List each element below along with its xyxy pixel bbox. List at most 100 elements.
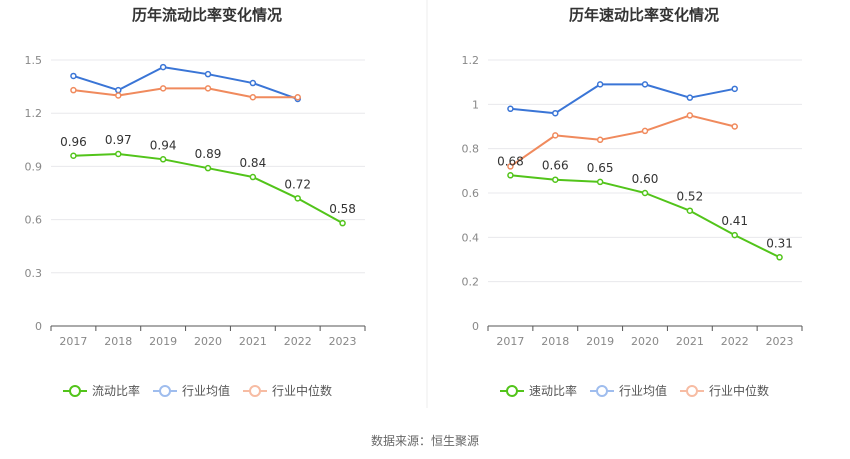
y-tick-label: 1.2 [462, 54, 480, 67]
data-point [731, 123, 738, 130]
data-label: 0.97 [105, 133, 132, 147]
legend-item[interactable]: 流动比率 [63, 383, 140, 398]
data-label: 0.52 [676, 190, 703, 204]
x-tick-label: 2018 [541, 335, 569, 348]
data-point [339, 219, 346, 227]
y-tick-label: 0.2 [462, 276, 480, 289]
legend-item[interactable]: 行业均值 [153, 383, 230, 398]
data-point [552, 109, 559, 117]
data-point [596, 178, 604, 186]
data-point [204, 164, 212, 172]
y-tick-label: 0.8 [462, 143, 480, 156]
data-point [249, 173, 257, 181]
data-point [507, 172, 514, 179]
data-point [507, 105, 514, 113]
x-tick-label: 2021 [239, 335, 267, 348]
data-point [507, 163, 514, 170]
data-point [70, 72, 77, 80]
data-source-note: 数据来源：恒生聚源 [370, 434, 479, 448]
y-tick-label: 1.5 [25, 54, 43, 67]
data-point [731, 85, 738, 93]
x-tick-label: 2021 [676, 335, 704, 348]
legend-marker-icon [596, 385, 608, 397]
legend-item[interactable]: 行业均值 [590, 383, 667, 398]
y-tick-label: 0.9 [25, 160, 43, 173]
x-tick-label: 2020 [631, 335, 659, 348]
x-tick-label: 2017 [496, 335, 524, 348]
data-point [641, 189, 649, 197]
y-tick-label: 0.6 [462, 187, 480, 200]
y-tick-label: 0.4 [462, 231, 480, 244]
x-tick-label: 2022 [284, 335, 312, 348]
legend-marker-icon [506, 385, 518, 397]
data-point [552, 132, 559, 139]
x-tick-label: 2017 [59, 335, 87, 348]
chart-title: 历年速动比率变化情况 [569, 6, 719, 24]
y-tick-label: 0.3 [25, 267, 43, 280]
data-label: 0.31 [766, 236, 793, 250]
data-point [552, 176, 559, 183]
data-label: 0.65 [587, 161, 614, 175]
data-point [294, 93, 301, 101]
series-line-industry-median [73, 87, 298, 99]
data-point [159, 156, 167, 163]
y-tick-label: 1.2 [25, 107, 43, 120]
y-tick-label: 0 [35, 320, 42, 333]
legend-label: 行业均值 [182, 383, 230, 398]
data-label: 0.58 [329, 202, 356, 216]
legend-marker-icon [69, 385, 81, 397]
x-tick-label: 2022 [721, 335, 749, 348]
data-point [249, 79, 257, 87]
data-point [294, 195, 301, 202]
x-tick-label: 2019 [586, 335, 614, 348]
data-label: 0.72 [284, 177, 311, 191]
x-tick-label: 2019 [149, 335, 177, 348]
data-label: 0.89 [195, 147, 222, 161]
data-label: 0.41 [721, 214, 748, 228]
data-point [204, 85, 212, 92]
data-point [159, 85, 167, 92]
x-tick-label: 2023 [766, 335, 794, 348]
data-label: 0.68 [497, 154, 524, 168]
data-label: 0.96 [60, 135, 87, 149]
legend-marker-icon [159, 385, 171, 397]
data-point [70, 152, 77, 160]
data-point [115, 150, 122, 158]
y-tick-label: 0 [472, 320, 479, 333]
data-label: 0.84 [239, 156, 266, 170]
data-point [731, 231, 738, 239]
data-point [159, 63, 167, 71]
legend-label: 流动比率 [92, 383, 140, 398]
legend-item[interactable]: 行业中位数 [680, 383, 769, 398]
legend-label: 行业中位数 [709, 383, 769, 398]
chart-panel-2: 历年速动比率变化情况 0 0.2 0.4 0.6 0.8 1 1.2 2017 2018 2019 2… [462, 6, 803, 398]
data-point [776, 254, 783, 261]
legend-marker-icon [686, 385, 698, 397]
data-point [204, 70, 212, 78]
legend-label: 行业均值 [619, 383, 667, 398]
data-point [115, 92, 122, 99]
data-point [115, 86, 122, 94]
data-point [686, 94, 694, 101]
data-label: 0.94 [150, 138, 177, 152]
data-point [686, 207, 694, 214]
data-point [596, 81, 604, 88]
chart-title: 历年流动比率变化情况 [132, 6, 282, 24]
legend-label: 速动比率 [529, 383, 577, 398]
y-tick-label: 1 [472, 98, 479, 111]
data-label: 0.60 [632, 172, 659, 186]
series-line-industry-median [509, 114, 735, 168]
series-line-industry-mean [73, 66, 299, 100]
legend-marker-icon [249, 385, 261, 397]
data-point [70, 86, 77, 94]
data-point [596, 136, 604, 144]
data-point [249, 93, 257, 101]
legend-item[interactable]: 速动比率 [500, 383, 577, 398]
legend-label: 行业中位数 [272, 383, 332, 398]
x-tick-label: 2018 [104, 335, 132, 348]
y-tick-label: 0.6 [25, 214, 43, 227]
legend-item[interactable]: 行业中位数 [243, 383, 332, 398]
data-point [686, 112, 694, 119]
